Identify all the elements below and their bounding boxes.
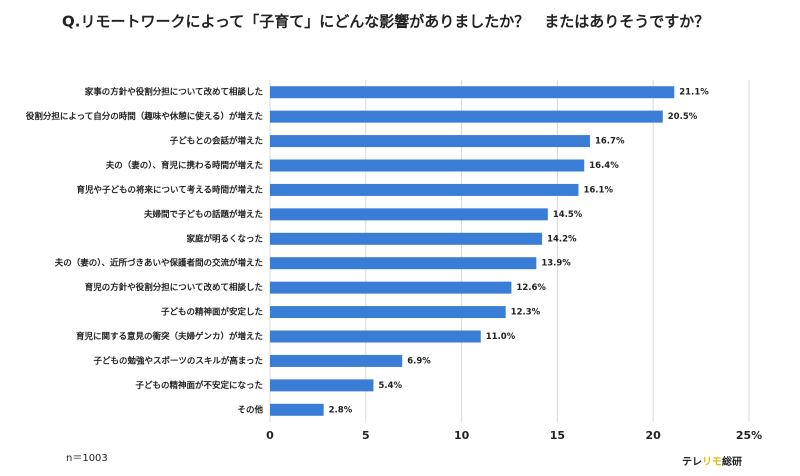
bar [270,208,548,221]
value-label: 2.8% [329,405,353,415]
value-label: 11.0% [486,332,516,342]
bar [270,257,537,270]
value-label: 20.5% [668,112,698,122]
x-tick-label: 20 [646,429,662,442]
bar [270,183,579,196]
category-label: 育児の方針や役割分担について改めて相談した [85,282,263,293]
brand-part: リモ [702,456,722,468]
category-label: 夫の（妻の）、育児に携わる時間が増えた [106,160,263,171]
bar [270,306,506,319]
category-label: 役割分担によって自分の時間（趣味や休憩に使える）が増えた [25,111,263,122]
category-label: 夫の（妻の）、近所づきあいや保護者間の交流が増えた [55,258,263,269]
category-label: 夫婦間で子どもの話題が増えた [144,209,263,220]
brand-part: 総研 [722,455,742,468]
value-label: 16.1% [583,185,613,195]
value-label: 12.3% [511,308,541,318]
bar [270,379,374,392]
category-label: 家事の方針や役割分担について改めて相談した [85,87,263,98]
bar [270,330,481,343]
bar [270,232,543,245]
category-label: 子どもの勉強やスポーツのスキルが高まった [94,355,264,366]
brand: テレリモ総研 [682,455,742,468]
chart-title: Q.リモートワークによって「子育て」にどんな影響がありましたか？ またはありそう… [62,13,709,31]
value-label: 5.4% [378,381,402,391]
bar [270,110,663,123]
category-label: 育児や子どもの将来について考える時間が増えた [77,184,264,195]
bar [270,135,590,148]
category-label: 子どもとの会話が増えた [170,136,263,147]
x-tick-label: 0 [266,429,274,442]
value-label: 16.4% [589,161,619,171]
value-label: 14.2% [547,234,577,244]
bar [270,281,512,294]
x-tick-label: 25% [736,429,762,442]
brand-part: テレ [682,456,702,468]
value-label: 6.9% [407,356,431,366]
bar [270,354,403,367]
x-tick-label: 15 [550,429,565,442]
bar [270,86,675,99]
value-label: 12.6% [516,283,546,293]
value-label: 14.5% [553,210,583,220]
category-label: その他 [237,404,263,415]
x-tick-label: 5 [362,429,370,442]
category-label: 子どもの精神面が不安定になった [135,380,263,391]
bar [270,159,585,172]
category-label: 家庭が明るくなった [186,233,263,244]
sample-note: n＝1003 [66,453,108,464]
bar [270,403,324,416]
x-tick-label: 10 [454,429,470,442]
value-label: 13.9% [541,259,571,269]
category-label: 育児に関する意見の衝突（夫婦ゲンカ）が増えた [76,331,263,342]
value-label: 21.1% [679,88,709,98]
value-label: 16.7% [595,137,625,147]
category-label: 子どもの精神面が安定した [161,307,263,318]
